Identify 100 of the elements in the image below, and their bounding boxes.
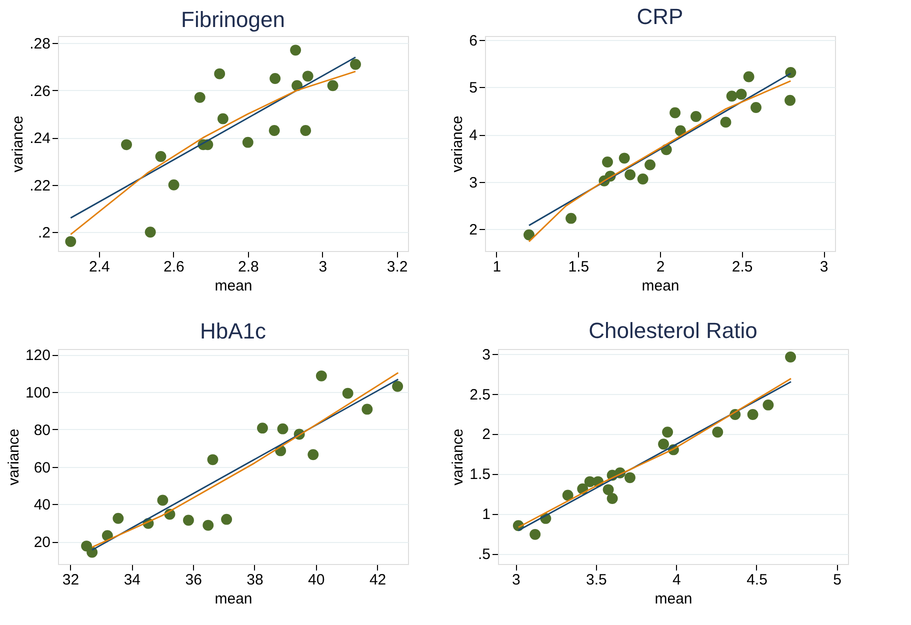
x-tick-label: 2.5: [732, 258, 753, 276]
y-tick-label: 6: [469, 32, 478, 50]
point: [270, 73, 281, 84]
x-tick-label: 2.4: [89, 258, 110, 276]
y-tick-label: .26: [30, 82, 50, 100]
point: [785, 67, 796, 78]
point: [214, 68, 226, 80]
point: [256, 422, 268, 434]
x-tick-label: 5: [833, 572, 842, 588]
point: [726, 90, 738, 102]
y-tick-label: 2.5: [470, 386, 490, 404]
y-tick-label: .28: [30, 36, 50, 53]
point: [268, 125, 280, 136]
point: [524, 229, 534, 240]
x-tick-label: 3.2: [386, 258, 408, 276]
point: [202, 520, 214, 531]
point: [736, 88, 747, 100]
x-tick-label: 34: [124, 572, 141, 588]
point: [674, 125, 686, 136]
point: [784, 94, 796, 106]
point: [602, 484, 614, 496]
x-tick-label: 2.6: [163, 258, 184, 276]
point: [217, 113, 228, 124]
point: [747, 409, 758, 420]
y-tick-label: 100: [25, 384, 50, 402]
point: [530, 528, 541, 540]
point: [327, 80, 338, 92]
x-tick-label: 2.8: [238, 258, 259, 276]
chart-title: Cholesterol Ratio: [588, 318, 758, 343]
point: [658, 438, 670, 450]
point: [562, 490, 574, 501]
point: [300, 125, 312, 136]
point: [290, 44, 302, 56]
point: [302, 70, 314, 82]
point: [65, 236, 76, 248]
x-tick-label: 1.5: [568, 258, 590, 276]
point: [242, 136, 254, 148]
point: [566, 212, 577, 224]
x-tick-label: 36: [185, 572, 202, 588]
y-tick-label: 2: [482, 426, 490, 444]
point: [308, 449, 319, 460]
y-tick-label: 3: [482, 346, 490, 364]
y-tick-label: 20: [34, 534, 50, 552]
y-tick-label: 60: [34, 459, 50, 476]
point: [144, 226, 156, 238]
point: [720, 116, 732, 128]
x-tick-label: 32: [62, 572, 80, 588]
point: [644, 159, 656, 170]
point: [624, 169, 636, 180]
x-tick-label: 4: [672, 572, 681, 588]
y-axis-title: variance: [5, 428, 22, 486]
x-tick-label: 3: [820, 258, 828, 276]
y-tick-label: .22: [30, 177, 50, 194]
chart-title: Fibrinogen: [181, 7, 285, 32]
point: [168, 179, 180, 190]
y-tick-label: 1.5: [470, 466, 490, 484]
chart-title: CRP: [636, 4, 684, 29]
point: [392, 380, 404, 392]
y-tick-label: 40: [34, 496, 50, 514]
point: [670, 107, 681, 118]
point: [637, 174, 648, 184]
y-tick-label: .5: [478, 546, 490, 564]
point: [762, 399, 774, 410]
point: [183, 514, 194, 526]
point: [121, 139, 132, 150]
x-axis-title: mean: [642, 278, 680, 294]
point: [624, 472, 636, 484]
x-tick-label: 2: [656, 258, 665, 276]
line-series: [70, 70, 356, 236]
point: [662, 426, 674, 438]
y-axis-title: variance: [10, 116, 27, 172]
point: [157, 494, 168, 506]
x-tick-label: 38: [246, 572, 264, 588]
point: [316, 370, 327, 382]
point: [712, 426, 724, 438]
y-tick-label: .2: [38, 224, 50, 242]
point: [342, 388, 354, 399]
x-tick-label: 4.5: [746, 572, 768, 588]
y-tick-label: 3: [469, 174, 478, 192]
point: [750, 102, 762, 113]
point: [606, 492, 618, 504]
point: [277, 423, 288, 434]
point: [618, 152, 630, 164]
x-tick-label: 3: [512, 572, 520, 588]
y-tick-label: 4: [469, 127, 478, 144]
point: [194, 92, 206, 103]
x-tick-label: 40: [308, 572, 325, 588]
y-tick-label: 1: [482, 506, 490, 524]
y-axis-title: variance: [450, 428, 467, 486]
point: [743, 71, 754, 82]
x-axis-title: mean: [214, 590, 252, 608]
point: [785, 352, 796, 362]
chart-title: HbA1c: [200, 318, 266, 344]
y-tick-label: 5: [469, 80, 478, 97]
x-axis-title: mean: [654, 590, 692, 608]
x-tick-label: 1: [492, 258, 502, 276]
y-axis-title: variance: [449, 116, 466, 172]
point: [86, 546, 98, 558]
y-tick-label: .24: [30, 130, 50, 148]
y-tick-label: 2: [469, 222, 478, 239]
